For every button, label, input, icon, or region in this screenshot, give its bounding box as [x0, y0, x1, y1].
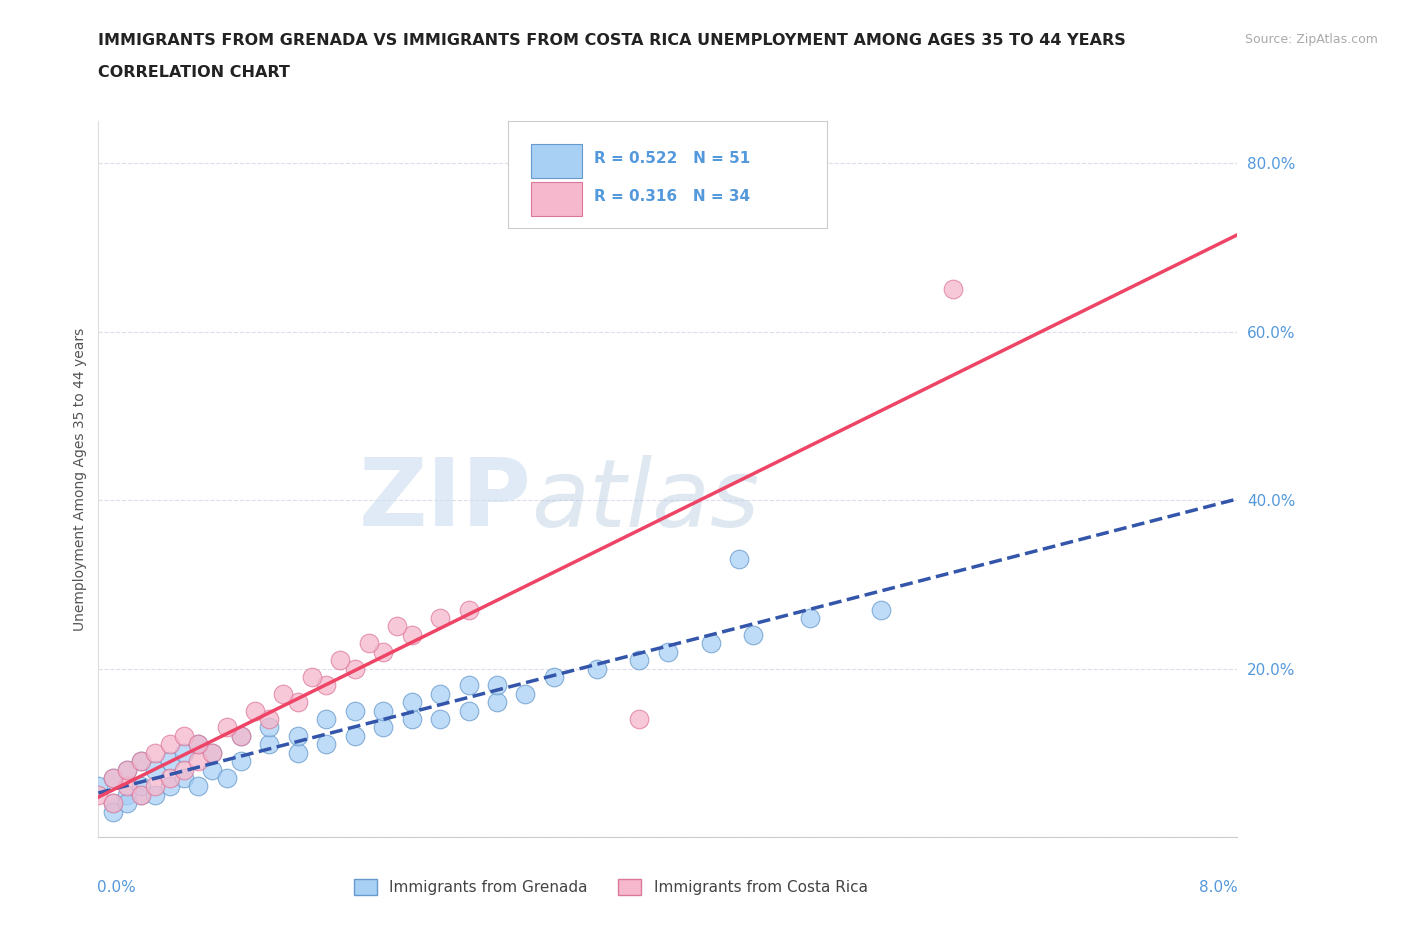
Point: [401, 628, 423, 643]
Point: [243, 703, 266, 718]
FancyBboxPatch shape: [509, 121, 827, 229]
Point: [457, 602, 479, 617]
Point: [315, 737, 337, 751]
Point: [371, 720, 394, 735]
Point: [628, 653, 651, 668]
Point: [145, 788, 167, 803]
FancyBboxPatch shape: [531, 143, 582, 179]
Point: [187, 737, 209, 751]
Point: [371, 644, 394, 659]
Point: [387, 619, 409, 634]
Point: [115, 796, 138, 811]
Point: [429, 610, 451, 625]
Point: [486, 695, 509, 710]
Point: [159, 753, 181, 768]
Point: [457, 678, 479, 693]
Text: IMMIGRANTS FROM GRENADA VS IMMIGRANTS FROM COSTA RICA UNEMPLOYMENT AMONG AGES 35: IMMIGRANTS FROM GRENADA VS IMMIGRANTS FR…: [98, 33, 1126, 47]
Point: [457, 703, 479, 718]
Point: [215, 720, 238, 735]
Point: [115, 763, 138, 777]
Point: [87, 788, 110, 803]
Point: [343, 703, 366, 718]
Point: [942, 282, 965, 297]
Point: [259, 737, 281, 751]
FancyBboxPatch shape: [531, 181, 582, 216]
Point: [315, 678, 337, 693]
Point: [173, 728, 195, 743]
Point: [742, 628, 765, 643]
Point: [215, 771, 238, 786]
Legend: Immigrants from Grenada, Immigrants from Costa Rica: Immigrants from Grenada, Immigrants from…: [349, 872, 873, 901]
Text: R = 0.316   N = 34: R = 0.316 N = 34: [593, 189, 749, 204]
Point: [343, 728, 366, 743]
Point: [187, 779, 209, 794]
Point: [543, 670, 565, 684]
Point: [129, 753, 152, 768]
Point: [187, 753, 209, 768]
Text: Source: ZipAtlas.com: Source: ZipAtlas.com: [1244, 33, 1378, 46]
Point: [287, 695, 309, 710]
Point: [87, 779, 110, 794]
Point: [229, 728, 252, 743]
Point: [486, 678, 509, 693]
Point: [129, 779, 152, 794]
Point: [101, 796, 124, 811]
Point: [101, 771, 124, 786]
Point: [129, 788, 152, 803]
Point: [401, 711, 423, 726]
Point: [315, 711, 337, 726]
Point: [145, 779, 167, 794]
Point: [145, 763, 167, 777]
Text: 0.0%: 0.0%: [97, 880, 136, 895]
Point: [173, 745, 195, 760]
Point: [371, 703, 394, 718]
Point: [429, 686, 451, 701]
Point: [201, 745, 224, 760]
Point: [657, 644, 679, 659]
Point: [273, 686, 295, 701]
Point: [343, 661, 366, 676]
Point: [870, 602, 893, 617]
Point: [728, 551, 751, 566]
Point: [301, 670, 323, 684]
Point: [129, 788, 152, 803]
Point: [628, 711, 651, 726]
Text: R = 0.522   N = 51: R = 0.522 N = 51: [593, 151, 749, 166]
Point: [129, 753, 152, 768]
Point: [429, 711, 451, 726]
Point: [101, 771, 124, 786]
Point: [515, 686, 537, 701]
Point: [287, 745, 309, 760]
Point: [259, 711, 281, 726]
Point: [101, 796, 124, 811]
Point: [287, 728, 309, 743]
Point: [173, 771, 195, 786]
Point: [159, 737, 181, 751]
Point: [229, 753, 252, 768]
Text: atlas: atlas: [531, 455, 759, 546]
Point: [357, 636, 380, 651]
Point: [115, 763, 138, 777]
Point: [159, 771, 181, 786]
Point: [585, 661, 607, 676]
Point: [699, 636, 721, 651]
Point: [329, 653, 352, 668]
Text: CORRELATION CHART: CORRELATION CHART: [98, 65, 290, 80]
Point: [173, 763, 195, 777]
Point: [115, 779, 138, 794]
Point: [101, 804, 124, 819]
Text: 8.0%: 8.0%: [1198, 880, 1237, 895]
Point: [259, 720, 281, 735]
Point: [187, 737, 209, 751]
Point: [201, 745, 224, 760]
Y-axis label: Unemployment Among Ages 35 to 44 years: Unemployment Among Ages 35 to 44 years: [73, 327, 87, 631]
Point: [229, 728, 252, 743]
Point: [159, 779, 181, 794]
Point: [145, 745, 167, 760]
Point: [115, 788, 138, 803]
Point: [401, 695, 423, 710]
Point: [799, 610, 821, 625]
Text: ZIP: ZIP: [359, 455, 531, 547]
Point: [201, 763, 224, 777]
